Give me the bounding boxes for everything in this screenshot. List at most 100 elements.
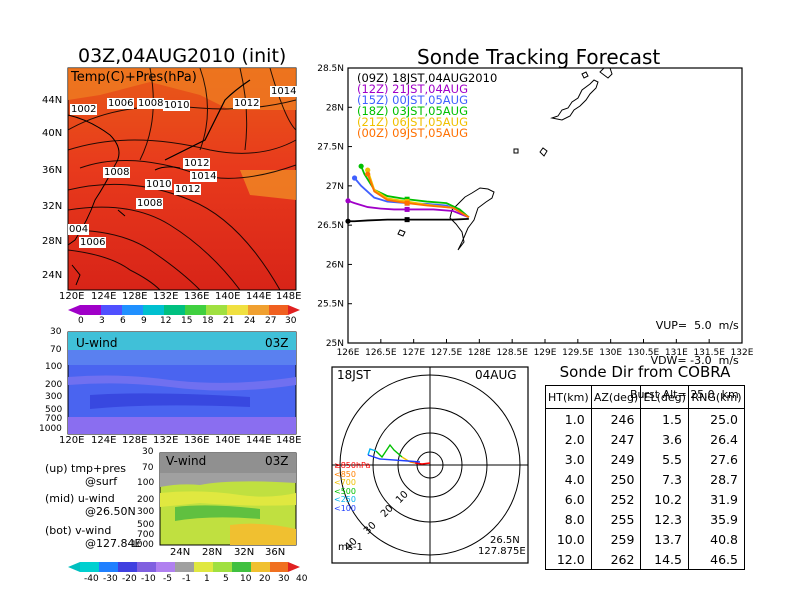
vup-text: VUP= 5.0 m/s: [655, 319, 739, 332]
x-tick-label: 131.5E: [693, 348, 725, 358]
x-tick-label: 130.5E: [628, 348, 660, 358]
colorbar-tick: -40: [84, 574, 99, 584]
wind-profile: [367, 443, 431, 465]
lon-tick-label: 148E: [276, 435, 302, 446]
colorbar-tick: 40: [296, 574, 308, 584]
lat-tick-label: 28N: [202, 547, 223, 558]
colorbar-tick: 30: [278, 574, 290, 584]
legend-label: 00JST,05AUG: [392, 93, 468, 107]
lon-tick-label: 128E: [122, 291, 148, 302]
table-cell: 8.0: [564, 511, 585, 527]
colorbar-tick: 5: [223, 574, 229, 584]
p-tick: 1000: [131, 540, 154, 550]
lat-tick-label: 28N: [42, 236, 63, 247]
vwind-label: V-wind: [166, 454, 207, 468]
lat-tick-label: 24N: [42, 270, 63, 281]
lat-tick-label: 44N: [42, 95, 63, 106]
legend-mid-line: (mid) u-wind: [45, 492, 115, 505]
legend-entry-00z: (00Z) 09JST,05AUG: [357, 127, 497, 139]
colorbar-tick: 30: [285, 316, 297, 326]
x-tick-label: 129.5E: [562, 348, 594, 358]
table-cell: 1.0: [564, 411, 585, 427]
table-cell: 262: [590, 549, 641, 570]
table-cell: 2.0: [564, 431, 585, 447]
lon-tick-label: 148E: [276, 291, 302, 302]
header-cell: HT(km): [545, 385, 592, 409]
wind-colorbar-labels: -40 -30 -20 -10 -5 -1 1 5 10 20 30 40: [80, 574, 307, 586]
table-cell: 252: [590, 489, 641, 509]
colorbar-tick: 24: [244, 316, 256, 326]
table-row: 2.0 247 3.6 26.4: [546, 429, 745, 449]
p-tick: 70: [142, 463, 154, 473]
table-title: Sonde Dir from COBRA: [559, 363, 731, 381]
pressure-label: 1008: [137, 98, 165, 109]
track-endpoint: [365, 167, 371, 173]
y-tick-label: 28N: [326, 103, 344, 113]
table-cell: 46.5: [688, 549, 745, 570]
y-tick-label: 25N: [326, 339, 344, 349]
legend-code: (09Z): [357, 71, 389, 85]
table-row: 8.0 255 12.3 35.9: [546, 509, 745, 529]
table-cell: 246: [590, 408, 641, 429]
table-cell: 12.0: [556, 551, 585, 567]
legend-entry-15z: (15Z) 00JST,05AUG: [357, 93, 497, 107]
table-row: 10.0 259 13.7 40.8: [546, 529, 745, 549]
table-cell: 13.7: [640, 529, 689, 549]
lon-tick-label: 136E: [184, 291, 210, 302]
x-tick-label: 128.5E: [496, 348, 528, 358]
legend-entry-09z: (09Z) 18JST,04AUG2010: [357, 71, 498, 85]
track-endpoint: [365, 171, 371, 177]
vdw-text: VDW= -3.0 m/s: [650, 353, 739, 367]
p-tick: 30: [142, 447, 154, 457]
x-tick-label: 128E: [468, 348, 491, 358]
y-tick-label: 26N: [326, 260, 344, 270]
temp-colorbar-labels: 0 3 6 9 12 15 18 21 24 27 30: [74, 316, 297, 328]
polar-lon: 127.875E: [478, 546, 526, 557]
legend-label: 21JST,04AUG: [392, 82, 468, 96]
polar-time: 18JST: [337, 368, 371, 382]
left-title: 03Z,04AUG2010 (init): [78, 45, 287, 67]
table-row: 6.0 252 10.2 31.9: [546, 489, 745, 509]
track-marker: [404, 206, 410, 212]
p-tick: 500: [45, 405, 63, 415]
polar-unit: ms-1: [338, 542, 363, 553]
colorbar-tick: 18: [202, 316, 214, 326]
table-cell: 35.9: [688, 509, 745, 529]
colorbar-tick: 21: [223, 316, 235, 326]
x-tick-label: 131E: [665, 348, 688, 358]
table-cell: 31.9: [688, 489, 745, 509]
pressure-label: 1010: [163, 100, 191, 111]
track-series: [345, 163, 470, 224]
colorbar-tick: -5: [163, 574, 172, 584]
table-cell: 249: [590, 449, 641, 469]
table-cell: 4.0: [564, 471, 585, 487]
y-tick-label: 28.5N: [317, 64, 344, 74]
lon-tick-label: 136E: [184, 435, 210, 446]
lon-tick-label: 120E: [59, 291, 85, 302]
track-endpoint: [345, 218, 351, 224]
table-row: 12.0 262 14.5 46.5: [546, 549, 745, 570]
legend-label: 06JST,05AUG: [392, 115, 468, 129]
x-tick-label: 126.5E: [365, 348, 397, 358]
legend-mid-sub: @26.50N: [85, 505, 136, 518]
colorbar-tick: -10: [141, 574, 156, 584]
p-tick: 30: [50, 327, 62, 337]
table-cell: 25.0: [688, 408, 745, 429]
level-label: <100: [334, 503, 356, 513]
legend-bot-line: (bot) v-wind: [45, 524, 112, 537]
p-tick: 200: [137, 495, 155, 505]
legend-label: 18JST,04AUG2010: [392, 71, 498, 85]
table-cell: 26.4: [688, 429, 745, 449]
data-table: HT(km) AZ(deg) EL(deg) RNG(km) 1.0 246 1…: [545, 385, 745, 570]
legend-entry-12z: (12Z) 21JST,04AUG: [357, 82, 497, 96]
colorbar-tick: -1: [182, 574, 191, 584]
legend-up: (up) tmp+pres @surf: [45, 462, 126, 488]
coastlines: [397, 67, 613, 251]
lon-tick-label: 140E: [215, 435, 241, 446]
table-cell: 3.6: [640, 429, 689, 449]
header-cell: EL(deg): [640, 385, 689, 409]
pressure-label: 1006: [107, 98, 135, 109]
p-tick: 1000: [39, 424, 62, 434]
level-label: ≥850hPa: [334, 461, 371, 470]
table-cell: 27.6: [688, 449, 745, 469]
